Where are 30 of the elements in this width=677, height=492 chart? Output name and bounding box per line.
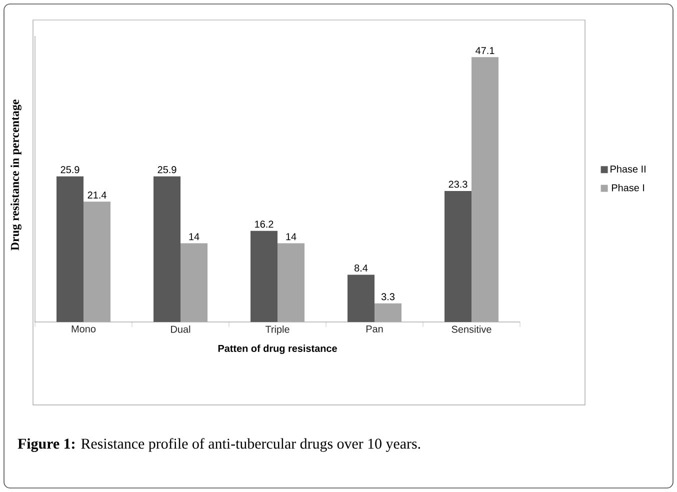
bar (154, 176, 181, 322)
x-tick-label: Dual (171, 326, 190, 333)
legend-label: Phase I (612, 184, 644, 192)
x-tick-label: Triple (265, 326, 290, 335)
x-tick-label: Mono (72, 326, 96, 332)
bar (84, 202, 111, 322)
legend-label: Phase II (610, 165, 646, 173)
data-label: 14 (189, 233, 200, 240)
bar (278, 243, 305, 322)
y-axis-title: Drug resistance in percentage (10, 100, 22, 250)
x-axis-title: Patten of drug resistance (218, 344, 337, 354)
data-label: 23.3 (448, 180, 468, 188)
x-tick-label: Pan (366, 326, 383, 332)
data-label: 16.2 (255, 220, 274, 228)
bar (444, 190, 472, 322)
bar (180, 243, 208, 322)
text: Figure 1: Resistance profile of anti-tubercular drugs over 10 years. (18, 438, 420, 452)
data-label: 25.9 (158, 166, 176, 174)
bar (56, 176, 84, 322)
data-label: 14 (286, 233, 296, 240)
data-label: 21.4 (88, 192, 106, 198)
x-tick-label: Sensitive (452, 326, 492, 333)
bar (348, 274, 375, 322)
data-label: 8.4 (354, 264, 368, 272)
data-label: 47.1 (476, 47, 494, 54)
bar (374, 303, 402, 322)
bar (250, 230, 278, 322)
bar (472, 57, 499, 322)
data-label: 3.3 (381, 293, 394, 300)
data-label: 25.9 (60, 166, 80, 174)
